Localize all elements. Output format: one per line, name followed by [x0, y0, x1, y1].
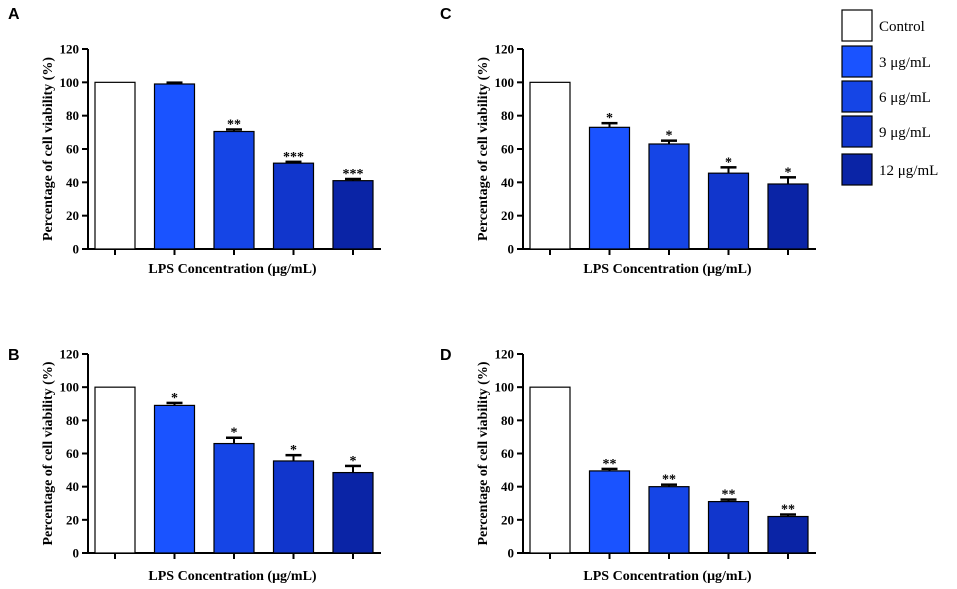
y-tick-label: 100: [495, 75, 515, 90]
y-tick-label: 20: [501, 512, 514, 527]
bar-lps-3: [707, 172, 750, 250]
legend: Control 3 μg/mL 6 μg/mL 9 μg/mL 12 μg/mL: [841, 9, 938, 186]
y-tick-label: 20: [66, 512, 79, 527]
x-axis-title: LPS Concentration (μg/mL): [148, 569, 316, 584]
legend-label: Control: [879, 19, 925, 35]
y-tick-label: 100: [60, 75, 80, 90]
panel-c: C 0 20 40 60 80 100 120 * * * * Percentage of cell v…: [440, 6, 816, 277]
y-tick-label: 80: [501, 108, 514, 123]
bar-control: [529, 386, 571, 554]
x-axis-title: LPS Concentration (μg/mL): [148, 262, 316, 277]
y-tick-label: 120: [495, 42, 515, 57]
y-tick-label: 40: [66, 175, 79, 190]
panel-letter: D: [440, 347, 452, 364]
significance-label: *: [171, 391, 178, 406]
bar-lps-4: [767, 183, 809, 250]
y-tick-label: 40: [501, 175, 514, 190]
bar-lps-4: [767, 515, 809, 554]
bar-lps-2: [213, 442, 255, 554]
bar-lps-1: [153, 404, 196, 554]
y-tick-label: 20: [501, 208, 514, 223]
bar-lps-1: [588, 126, 631, 250]
significance-label: **: [603, 457, 617, 472]
y-tick-label: 40: [501, 479, 514, 494]
y-tick-label: 80: [501, 413, 514, 428]
significance-label: **: [781, 503, 795, 518]
significance-label: *: [785, 165, 792, 180]
bar-lps-4: [332, 471, 374, 554]
bar-control: [94, 386, 136, 554]
y-axis-title: Percentage of cell viability (%): [41, 57, 56, 241]
y-axis-title: Percentage of cell viability (%): [41, 361, 56, 545]
legend-label: 12 μg/mL: [879, 163, 938, 179]
y-axis-title: Percentage of cell viability (%): [476, 361, 491, 545]
x-axis-title: LPS Concentration (μg/mL): [583, 262, 751, 277]
y-tick-label: 120: [60, 42, 80, 57]
bar-lps-1: [588, 470, 631, 554]
panel-d: D 0 20 40 60 80 100 120 ** ** ** ** Percentage of ce…: [440, 347, 816, 584]
bar-lps-2: [213, 130, 255, 250]
significance-label: ***: [343, 167, 364, 182]
legend-swatch: [841, 153, 873, 186]
panel-letter: C: [440, 6, 452, 23]
significance-label: **: [722, 488, 736, 503]
bar-lps-1: [153, 83, 196, 250]
legend-swatch: [841, 45, 873, 78]
y-tick-label: 120: [60, 347, 80, 362]
significance-label: *: [290, 443, 297, 458]
y-tick-label: 20: [66, 208, 79, 223]
legend-swatch: [841, 9, 873, 42]
y-tick-label: 60: [66, 446, 79, 461]
bar-lps-3: [707, 500, 750, 554]
y-tick-label: 100: [495, 380, 515, 395]
y-tick-label: 0: [508, 242, 515, 257]
legend-label: 6 μg/mL: [879, 90, 931, 106]
legend-label: 3 μg/mL: [879, 55, 931, 71]
legend-swatch: [841, 80, 873, 113]
y-axis-title: Percentage of cell viability (%): [476, 57, 491, 241]
significance-label: *: [666, 129, 673, 144]
significance-label: *: [231, 426, 238, 441]
x-axis-title: LPS Concentration (μg/mL): [583, 569, 751, 584]
y-tick-label: 120: [495, 347, 515, 362]
significance-label: *: [350, 454, 357, 469]
bar-control: [529, 81, 571, 250]
bar-lps-3: [272, 460, 315, 554]
y-tick-label: 0: [73, 546, 80, 561]
significance-label: **: [662, 473, 676, 488]
panel-letter: B: [8, 347, 20, 364]
y-tick-label: 100: [60, 380, 80, 395]
y-tick-label: 0: [73, 242, 80, 257]
y-tick-label: 60: [66, 142, 79, 157]
panel-letter: A: [8, 6, 20, 23]
y-tick-label: 0: [508, 546, 515, 561]
y-tick-label: 80: [66, 413, 79, 428]
bar-lps-2: [648, 143, 690, 250]
significance-label: ***: [283, 150, 304, 165]
significance-label: **: [227, 118, 241, 133]
bar-control: [94, 81, 136, 250]
y-tick-label: 40: [66, 479, 79, 494]
y-tick-label: 60: [501, 142, 514, 157]
significance-label: *: [725, 155, 732, 170]
bar-lps-2: [648, 486, 690, 554]
significance-label: *: [606, 111, 613, 126]
legend-label: 9 μg/mL: [879, 125, 931, 141]
y-tick-label: 80: [66, 108, 79, 123]
legend-swatch: [841, 115, 873, 148]
bar-lps-4: [332, 180, 374, 250]
bar-lps-3: [272, 162, 315, 250]
y-tick-label: 60: [501, 446, 514, 461]
panel-b: B 0 20 40 60 80 100 120 * * * * Percentage of cell v…: [8, 347, 381, 584]
